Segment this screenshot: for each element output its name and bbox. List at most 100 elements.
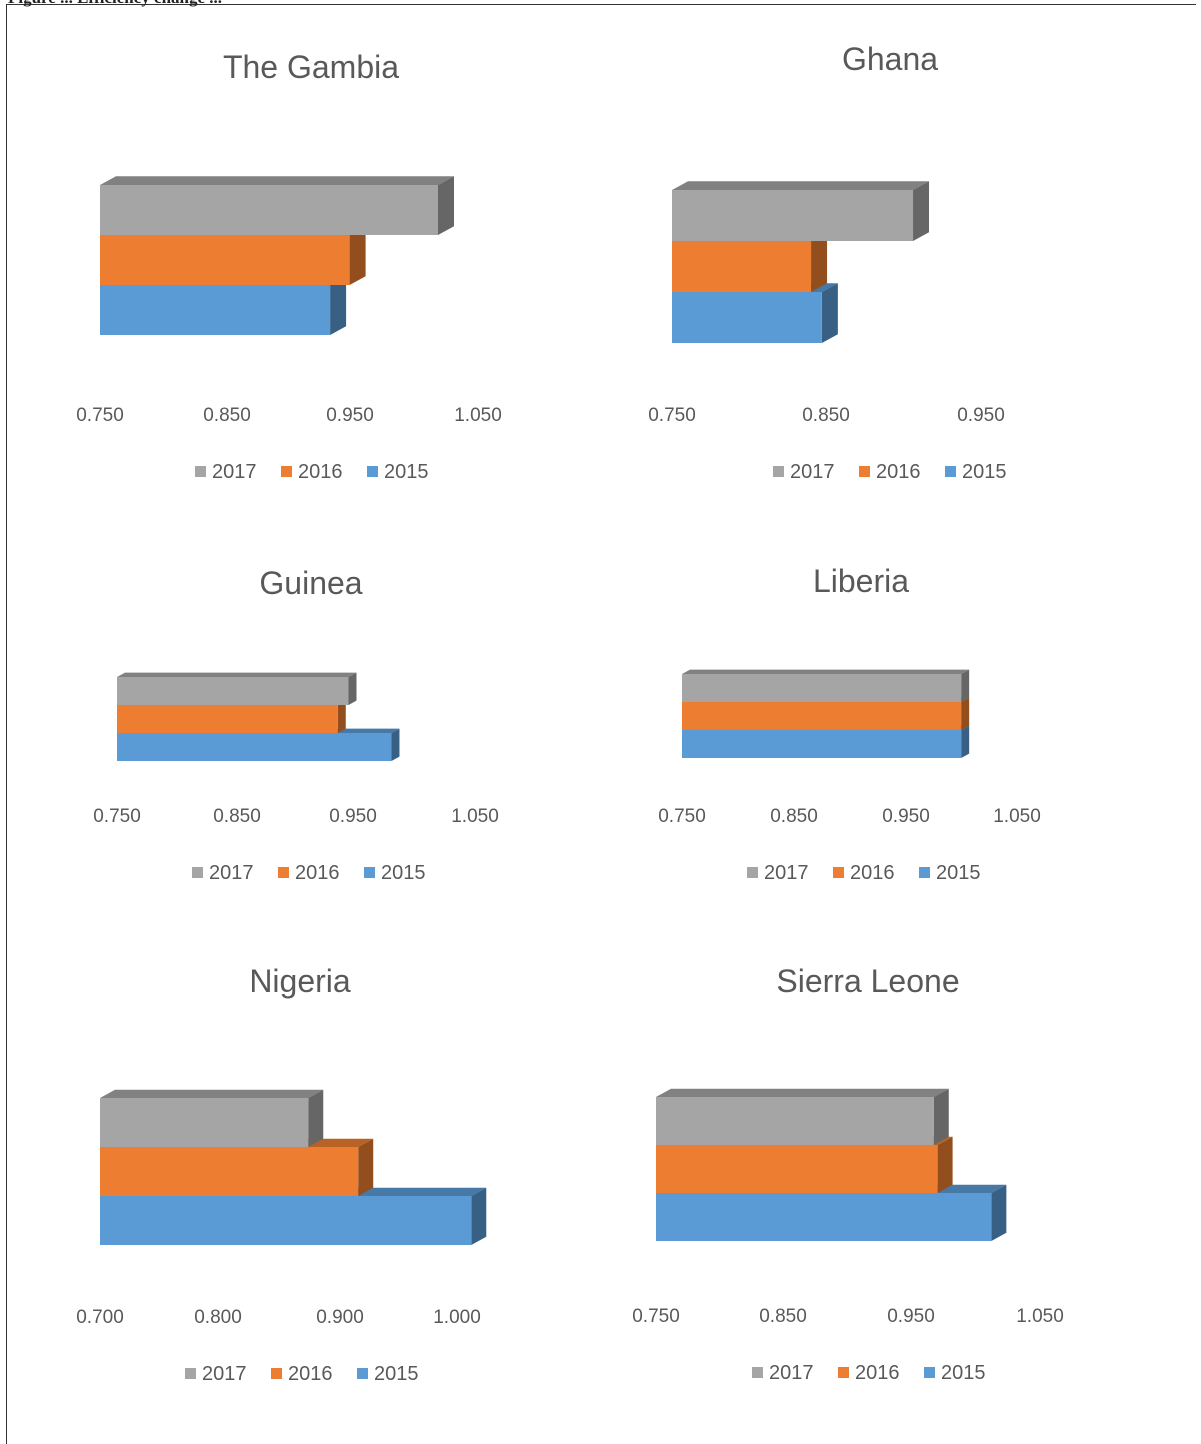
bar-front-face: [100, 185, 438, 235]
x-tick-label: 0.950: [882, 806, 930, 827]
bar-front-face: [100, 1098, 309, 1147]
chart-panel-sierra-leone: Sierra Leone 0.750 0.850 0.950 1.050 2017 2016…: [600, 960, 1160, 1400]
bar-front-face: [672, 292, 822, 343]
bar-front-face: [672, 190, 914, 241]
legend-label-2016: 2016: [288, 1363, 333, 1385]
x-tick-label: 1.050: [1016, 1306, 1064, 1327]
bar-front-face: [682, 702, 962, 730]
bar-side-face: [337, 700, 346, 733]
x-tick-label: 1.000: [433, 1307, 481, 1328]
chart-panel-guinea: Guinea 0.750 0.850 0.950 1.050 2017 2016 2015: [40, 560, 600, 1000]
legend-swatch-2016: [271, 1368, 282, 1379]
legend-label-2016: 2016: [298, 461, 343, 483]
bar-front-face: [682, 730, 962, 758]
chart-title: Nigeria: [249, 963, 351, 999]
legend-label-2017: 2017: [790, 461, 835, 483]
bar-2015: [100, 276, 347, 335]
x-tick-label: 0.700: [76, 1307, 124, 1328]
bar-front-face: [117, 705, 338, 733]
legend-swatch-2016: [281, 466, 292, 477]
bar-2015: [672, 283, 838, 343]
legend-swatch-2015: [945, 466, 956, 477]
legend-swatch-2015: [919, 867, 930, 878]
bar-side-face: [961, 697, 970, 730]
bar-side-face: [961, 725, 970, 758]
legend-label-2015: 2015: [941, 1362, 986, 1384]
x-tick-label: 0.950: [957, 405, 1005, 426]
bar-2015: [682, 725, 970, 758]
bar-front-face: [656, 1193, 992, 1241]
bar-side-face: [358, 1138, 374, 1196]
bar-2015: [100, 1187, 487, 1245]
bar-front-face: [672, 241, 812, 292]
legend-label-2015: 2015: [962, 461, 1007, 483]
bar-side-face: [471, 1187, 487, 1245]
bar-side-face: [933, 1088, 949, 1145]
x-tick-label: 0.750: [648, 405, 696, 426]
chart-title: Liberia: [813, 563, 909, 599]
bar-side-face: [937, 1136, 953, 1193]
bar-front-face: [117, 733, 392, 761]
legend-label-2017: 2017: [202, 1363, 247, 1385]
bar-top-face: [100, 176, 454, 185]
chart-panel-ghana: Ghana 0.750 0.850 0.950 2017 2016 2015: [610, 40, 1170, 483]
legend-swatch-2017: [192, 867, 203, 878]
legend-label-2017: 2017: [764, 862, 809, 884]
chart-title: Guinea: [259, 565, 362, 601]
legend-swatch-2017: [195, 466, 206, 477]
bar-side-face: [308, 1089, 324, 1147]
legend-swatch-2017: [185, 1368, 196, 1379]
chart-title: The Gambia: [223, 49, 399, 85]
bar-side-face: [330, 276, 347, 335]
chart-svg: Ghana 0.750 0.850 0.950 2017 2016 2015: [648, 41, 1007, 483]
legend-swatch-2017: [752, 1367, 763, 1378]
bar-2016: [682, 697, 970, 730]
x-tick-label: 0.950: [887, 1306, 935, 1327]
bar-side-face: [348, 672, 357, 705]
bar-side-face: [991, 1184, 1007, 1241]
legend-label-2016: 2016: [876, 461, 921, 483]
bar-front-face: [682, 674, 962, 702]
legend-swatch-2015: [924, 1367, 935, 1378]
chart-svg: Guinea 0.750 0.850 0.950 1.050 2017 2016 2015: [93, 565, 499, 884]
bar-2017: [117, 672, 357, 705]
bar-2017: [672, 181, 930, 241]
legend-label-2016: 2016: [855, 1362, 900, 1384]
bar-2016: [100, 226, 366, 285]
bar-side-face: [349, 226, 366, 285]
bar-2017: [100, 176, 454, 235]
legend-swatch-2016: [838, 1367, 849, 1378]
legend-swatch-2015: [367, 466, 378, 477]
bar-2017: [100, 1089, 324, 1147]
chart-panel-liberia: Liberia 0.750 0.850 0.950 1.050 2017 2016 2015: [610, 560, 1170, 1000]
x-tick-label: 0.950: [329, 806, 377, 827]
bar-front-face: [117, 677, 349, 705]
chart-svg: The Gambia 0.750 0.850 0.950 1.050 2017 2016 20…: [76, 49, 502, 483]
bar-side-face: [811, 232, 828, 292]
x-tick-label: 1.050: [993, 806, 1041, 827]
bar-side-face: [438, 176, 454, 235]
bar-front-face: [100, 235, 350, 285]
legend-label-2017: 2017: [209, 862, 254, 884]
legend-label-2017: 2017: [769, 1362, 814, 1384]
x-tick-label: 0.850: [802, 405, 850, 426]
x-tick-label: 0.850: [213, 806, 261, 827]
legend-label-2015: 2015: [936, 862, 981, 884]
x-tick-label: 0.750: [93, 806, 141, 827]
legend-label-2015: 2015: [374, 1363, 419, 1385]
bar-front-face: [100, 1196, 472, 1245]
chart-panel-nigeria: Nigeria 0.700 0.800 0.900 1.000 2017 2016 2015: [40, 960, 600, 1400]
figure-caption-banner: Figure ... Efficiency change ...: [8, 0, 222, 8]
bar-front-face: [656, 1097, 934, 1145]
bar-2016: [672, 232, 828, 292]
legend-swatch-2015: [357, 1368, 368, 1379]
x-tick-label: 0.850: [203, 405, 251, 426]
bar-2015: [117, 728, 400, 761]
bar-side-face: [821, 283, 838, 343]
x-tick-label: 0.900: [316, 1307, 364, 1328]
bar-top-face: [682, 669, 970, 674]
bar-2016: [117, 700, 346, 733]
x-tick-label: 0.750: [76, 405, 124, 426]
chart-title: Ghana: [842, 41, 938, 77]
chart-svg: Nigeria 0.700 0.800 0.900 1.000 2017 2016 2015: [76, 963, 487, 1385]
